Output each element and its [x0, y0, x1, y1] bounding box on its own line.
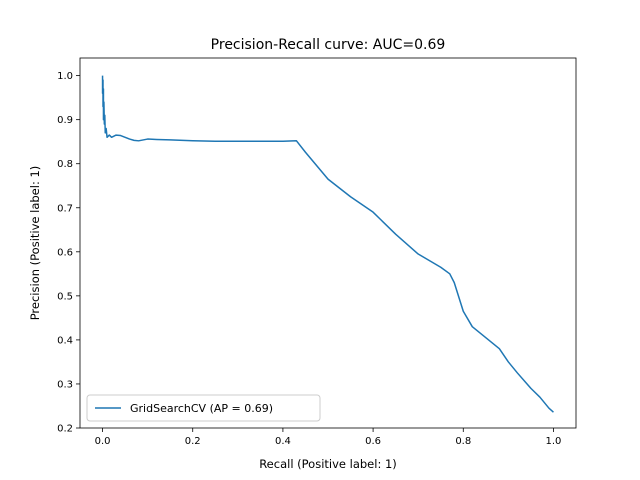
chart-title: Precision-Recall curve: AUC=0.69	[211, 37, 446, 53]
x-tick-label: 0.2	[185, 436, 201, 447]
y-tick-label: 0.3	[57, 379, 73, 390]
y-axis-label: Precision (Positive label: 1)	[28, 166, 42, 321]
x-tick-label: 0.4	[275, 436, 291, 447]
plot-area	[101, 75, 554, 413]
y-tick-label: 0.2	[57, 424, 73, 435]
legend-box	[86, 394, 321, 422]
legend: GridSearchCV (AP = 0.69)	[86, 394, 321, 422]
y-tick-label: 0.5	[57, 291, 73, 302]
y-tick-label: 0.9	[57, 115, 73, 126]
x-tick-label: 1.0	[546, 436, 562, 447]
x-tick-label: 0.8	[455, 436, 471, 447]
plot-frame	[79, 57, 577, 429]
x-tick-label: 0.6	[365, 436, 381, 447]
series-line-gridsearchcv	[101, 75, 554, 413]
y-tick-label: 0.7	[57, 203, 73, 214]
x-axis: 0.0 0.2 0.4 0.6 0.8 1.0	[95, 428, 562, 447]
x-axis-label: Recall (Positive label: 1)	[259, 457, 397, 471]
y-tick-label: 0.8	[57, 159, 73, 170]
y-tick-label: 1.0	[57, 71, 73, 82]
x-tick-label: 0.0	[95, 436, 111, 447]
y-axis: 0.2 0.3 0.4 0.5 0.6 0.7 0.8 0.9 1.0	[57, 71, 80, 435]
legend-label: GridSearchCV (AP = 0.69)	[130, 402, 273, 415]
y-tick-label: 0.6	[57, 247, 73, 258]
y-tick-label: 0.4	[57, 335, 73, 346]
